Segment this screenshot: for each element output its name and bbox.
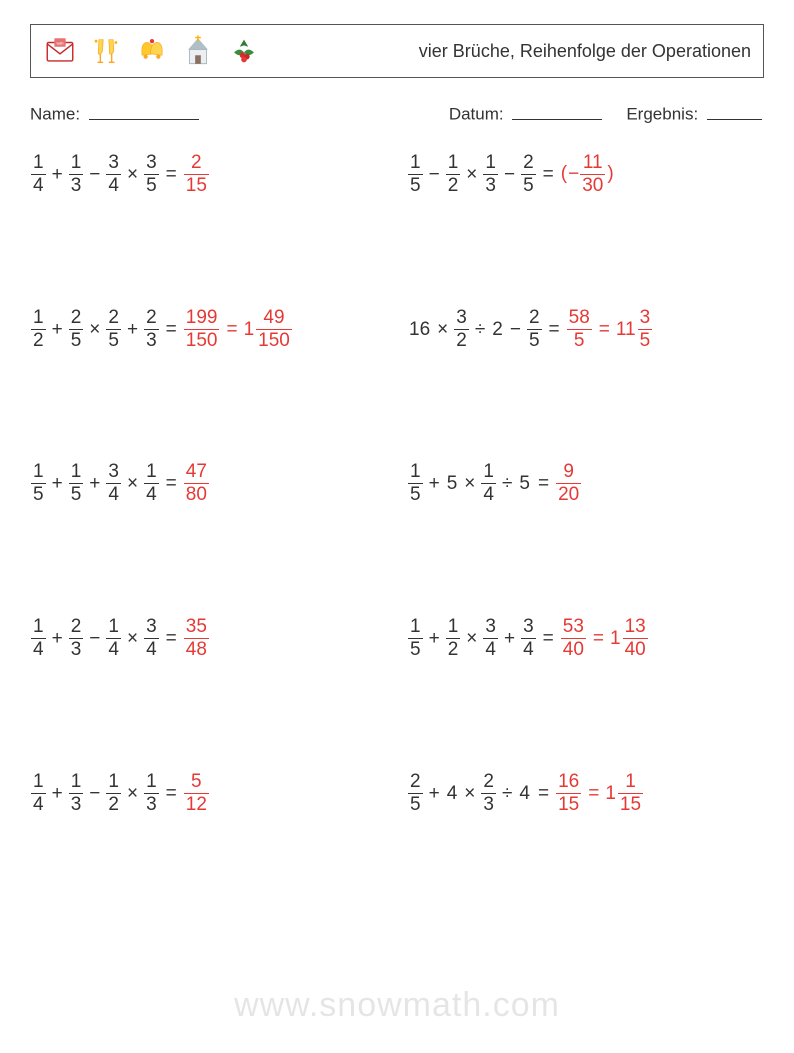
result-label: Ergebnis: xyxy=(626,105,698,124)
problem: 16×32÷2−25=585=1135 xyxy=(407,308,764,351)
problem: 15+12×34+34=5340=11340 xyxy=(407,617,764,660)
name-blank[interactable] xyxy=(89,100,199,120)
header-icons: wish xyxy=(43,34,261,68)
bells-icon xyxy=(135,34,169,68)
meta-row: Name: Datum: Ergebnis: xyxy=(30,100,764,125)
holly-icon xyxy=(227,34,261,68)
worksheet-page: wish xyxy=(0,0,794,815)
date-field: Datum: xyxy=(449,100,603,125)
problem: 14+13−12×13=512 xyxy=(30,772,387,815)
problem: 12+25×25+23=199150=149150 xyxy=(30,308,387,351)
problems-grid: 14+13−34×35=215 15−12×13−25=(−1130) 12+25×… xyxy=(30,153,764,815)
problem: 15+15+34×14=4780 xyxy=(30,462,387,505)
problem: 25+4×23÷4=1615=1115 xyxy=(407,772,764,815)
problem: 14+23−14×34=3548 xyxy=(30,617,387,660)
name-label: Name: xyxy=(30,105,80,124)
date-blank[interactable] xyxy=(512,100,602,120)
worksheet-title: vier Brüche, Reihenfolge der Operationen xyxy=(419,41,751,62)
problem: 14+13−34×35=215 xyxy=(30,153,387,196)
result-blank[interactable] xyxy=(707,100,762,120)
problem: 15−12×13−25=(−1130) xyxy=(407,153,764,196)
church-icon xyxy=(181,34,215,68)
svg-text:wish: wish xyxy=(56,42,63,46)
champagne-glasses-icon xyxy=(89,34,123,68)
wish-letter-icon: wish xyxy=(43,34,77,68)
date-label: Datum: xyxy=(449,105,504,124)
watermark: www.snowmath.com xyxy=(0,986,794,1025)
problem: 15+5×14÷5=920 xyxy=(407,462,764,505)
name-field: Name: xyxy=(30,100,199,125)
result-field: Ergebnis: xyxy=(626,100,762,125)
header-bar: wish xyxy=(30,24,764,78)
